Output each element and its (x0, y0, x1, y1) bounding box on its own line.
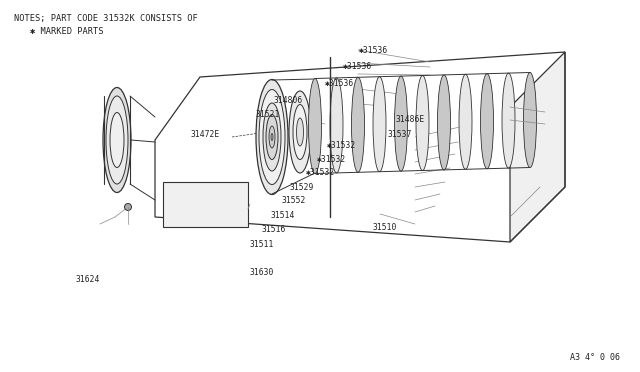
Text: ✱31532: ✱31532 (317, 155, 346, 164)
Ellipse shape (351, 77, 365, 172)
Ellipse shape (481, 74, 493, 169)
Text: 31537: 31537 (387, 130, 412, 139)
Text: ✱31536: ✱31536 (358, 46, 388, 55)
Text: 31630: 31630 (250, 268, 274, 277)
Text: NOTES; PART CODE 31532K CONSISTS OF: NOTES; PART CODE 31532K CONSISTS OF (14, 14, 198, 23)
Text: 31516: 31516 (261, 225, 285, 234)
Ellipse shape (438, 75, 451, 170)
Ellipse shape (308, 78, 321, 173)
Text: 31552: 31552 (282, 196, 306, 205)
Text: ✱ MARKED PARTS: ✱ MARKED PARTS (30, 27, 104, 36)
Ellipse shape (296, 118, 303, 146)
Polygon shape (510, 52, 565, 242)
Ellipse shape (293, 105, 307, 160)
Bar (163, 182, 248, 227)
Ellipse shape (289, 91, 311, 173)
Text: ✱31536: ✱31536 (342, 62, 372, 71)
Text: 31529: 31529 (290, 183, 314, 192)
Ellipse shape (103, 87, 131, 192)
Text: 31472E: 31472E (191, 130, 220, 139)
Ellipse shape (263, 103, 281, 171)
Ellipse shape (524, 73, 536, 167)
Ellipse shape (269, 126, 275, 148)
Text: 31511: 31511 (250, 240, 274, 249)
Text: A3 4° 0 06: A3 4° 0 06 (570, 353, 620, 362)
Ellipse shape (259, 90, 285, 185)
Text: 31624: 31624 (76, 275, 100, 284)
Ellipse shape (106, 96, 128, 184)
Text: ✱31536: ✱31536 (325, 79, 355, 88)
Text: ✱31532: ✱31532 (306, 169, 335, 177)
Ellipse shape (125, 203, 131, 211)
Text: 314806: 314806 (274, 96, 303, 105)
Ellipse shape (502, 73, 515, 168)
Ellipse shape (256, 80, 288, 195)
Ellipse shape (416, 76, 429, 170)
Ellipse shape (459, 74, 472, 169)
Text: 31486E: 31486E (396, 115, 425, 124)
Ellipse shape (266, 115, 278, 160)
Text: 31510: 31510 (372, 223, 397, 232)
Ellipse shape (373, 77, 386, 172)
Text: 31521: 31521 (256, 110, 280, 119)
Text: 31514: 31514 (271, 211, 295, 220)
Ellipse shape (394, 76, 408, 171)
Ellipse shape (271, 134, 273, 141)
Text: ✱31532: ✱31532 (326, 141, 356, 150)
Ellipse shape (110, 112, 124, 167)
Ellipse shape (330, 78, 343, 173)
